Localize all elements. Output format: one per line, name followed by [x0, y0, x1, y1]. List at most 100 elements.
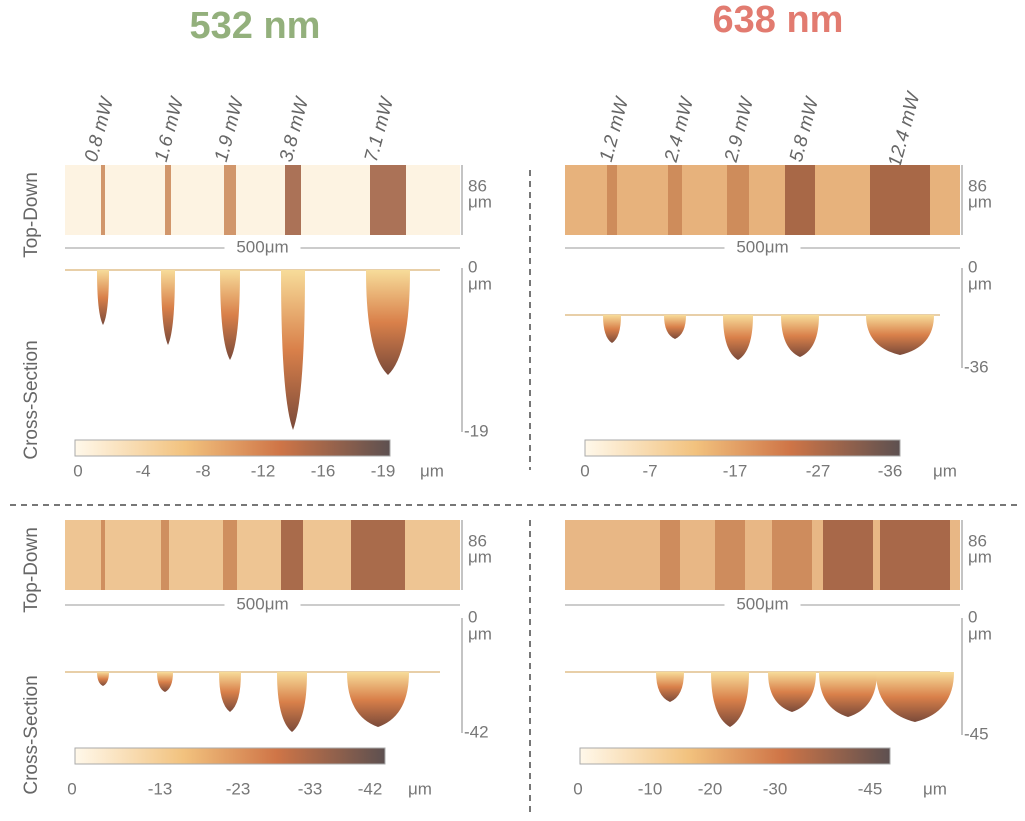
cross-section-profile: [603, 315, 621, 343]
power-label: 7.1 mW: [361, 94, 399, 165]
colorbar-unit: μm: [420, 461, 444, 480]
colorbar-tick: -33: [298, 779, 323, 798]
power-label: 2.9 mW: [721, 94, 759, 166]
colorbar-tick: -7: [642, 461, 657, 480]
colorbar-tick: -23: [226, 779, 251, 798]
colorbar-tick: -42: [358, 779, 383, 798]
width-unit: μm: [968, 192, 992, 211]
colorbar-tick: -20: [698, 779, 723, 798]
width-unit: μm: [468, 192, 492, 211]
power-label: 3.8 mW: [276, 94, 314, 165]
scale-bar-label: 500μm: [736, 594, 788, 613]
colorbar-unit: μm: [933, 461, 957, 480]
ablation-track: [870, 165, 930, 235]
ablation-track: [785, 165, 815, 235]
scale-bar-bg: [724, 595, 801, 615]
cross-section-profile: [366, 270, 410, 375]
ablation-track: [281, 520, 303, 590]
colorbar-unit: μm: [923, 779, 947, 798]
ablation-track: [772, 520, 812, 590]
ablation-track: [668, 165, 682, 235]
ablation-track: [165, 165, 171, 235]
depth-unit: μm: [468, 624, 492, 643]
depth-unit: μm: [468, 274, 492, 293]
ablation-track: [351, 520, 405, 590]
power-label: 1.2 mW: [596, 94, 634, 165]
colorbar-tick: 0: [573, 779, 582, 798]
power-label: 2.4 mW: [661, 94, 699, 166]
colorbar-unit: μm: [408, 779, 432, 798]
ablation-track: [607, 165, 617, 235]
power-label: 12.4 mW: [885, 88, 925, 169]
depth-bottom: -45: [964, 724, 989, 743]
scale-bar-bg: [224, 238, 301, 258]
cross-section-profile: [664, 315, 686, 339]
cross-section-profile: [876, 672, 954, 722]
ablation-track: [727, 165, 749, 235]
colorbar-tick: -36: [878, 461, 903, 480]
ablation-track: [101, 520, 105, 590]
depth-unit: μm: [968, 274, 992, 293]
colorbar-tick: -4: [135, 461, 150, 480]
depth-bottom: -19: [464, 421, 489, 440]
ablation-track: [823, 520, 873, 590]
cross-section-profile: [157, 672, 173, 692]
cross-section-profile: [97, 672, 109, 686]
cross-section-profile: [219, 672, 241, 712]
header: 532 nm: [190, 5, 321, 47]
depth-bottom: -42: [464, 722, 489, 741]
ablation-track: [715, 520, 745, 590]
ablation-track: [101, 165, 105, 235]
scale-bar-label: 500μm: [236, 594, 288, 613]
ablation-track: [880, 520, 950, 590]
colorbar: [74, 747, 386, 765]
depth-top: 0: [968, 257, 977, 276]
power-label: 5.8 mW: [786, 94, 824, 165]
cross-section-profile: [220, 270, 240, 360]
colorbar-tick: -12: [251, 461, 276, 480]
side-label: Top-Down: [21, 172, 42, 258]
power-label: 1.6 mW: [151, 94, 189, 165]
header: 638 nm: [713, 0, 844, 41]
ablation-track: [660, 520, 680, 590]
colorbar-tick: -13: [148, 779, 173, 798]
cross-section-profile: [768, 672, 816, 712]
cross-section-profile: [281, 270, 305, 430]
side-label: Top-Down: [21, 527, 42, 613]
width-value: 86: [968, 531, 987, 550]
cross-section-profile: [161, 270, 175, 345]
width-unit: μm: [968, 547, 992, 566]
cross-section-profile: [723, 315, 753, 360]
depth-top: 0: [968, 607, 977, 626]
cross-section-profile: [819, 672, 877, 717]
colorbar: [579, 747, 891, 765]
ablation-track: [224, 165, 236, 235]
colorbar-tick: -10: [638, 779, 663, 798]
ablation-track: [285, 165, 301, 235]
scale-bar-label: 500μm: [736, 237, 788, 256]
width-value: 86: [968, 176, 987, 195]
ablation-track: [370, 165, 406, 235]
scale-bar-bg: [224, 595, 301, 615]
colorbar: [74, 439, 391, 457]
scale-bar-label: 500μm: [236, 237, 288, 256]
cross-section-profile: [781, 315, 819, 357]
cross-section-profile: [656, 672, 684, 702]
colorbar-tick: 0: [580, 461, 589, 480]
cross-section-profile: [711, 672, 749, 727]
colorbar-tick: -8: [195, 461, 210, 480]
width-value: 86: [468, 531, 487, 550]
cross-section-profile: [277, 672, 307, 732]
side-label: Cross-Section: [21, 675, 42, 794]
colorbar-tick: -19: [371, 461, 396, 480]
colorbar-tick: -30: [763, 779, 788, 798]
depth-top: 0: [468, 607, 477, 626]
depth-unit: μm: [968, 624, 992, 643]
cross-section-profile: [97, 270, 109, 325]
colorbar-tick: -45: [858, 779, 883, 798]
colorbar-tick: -16: [311, 461, 336, 480]
colorbar-tick: 0: [73, 461, 82, 480]
power-label: 1.9 mW: [211, 94, 249, 165]
side-label: Cross-Section: [21, 340, 42, 459]
